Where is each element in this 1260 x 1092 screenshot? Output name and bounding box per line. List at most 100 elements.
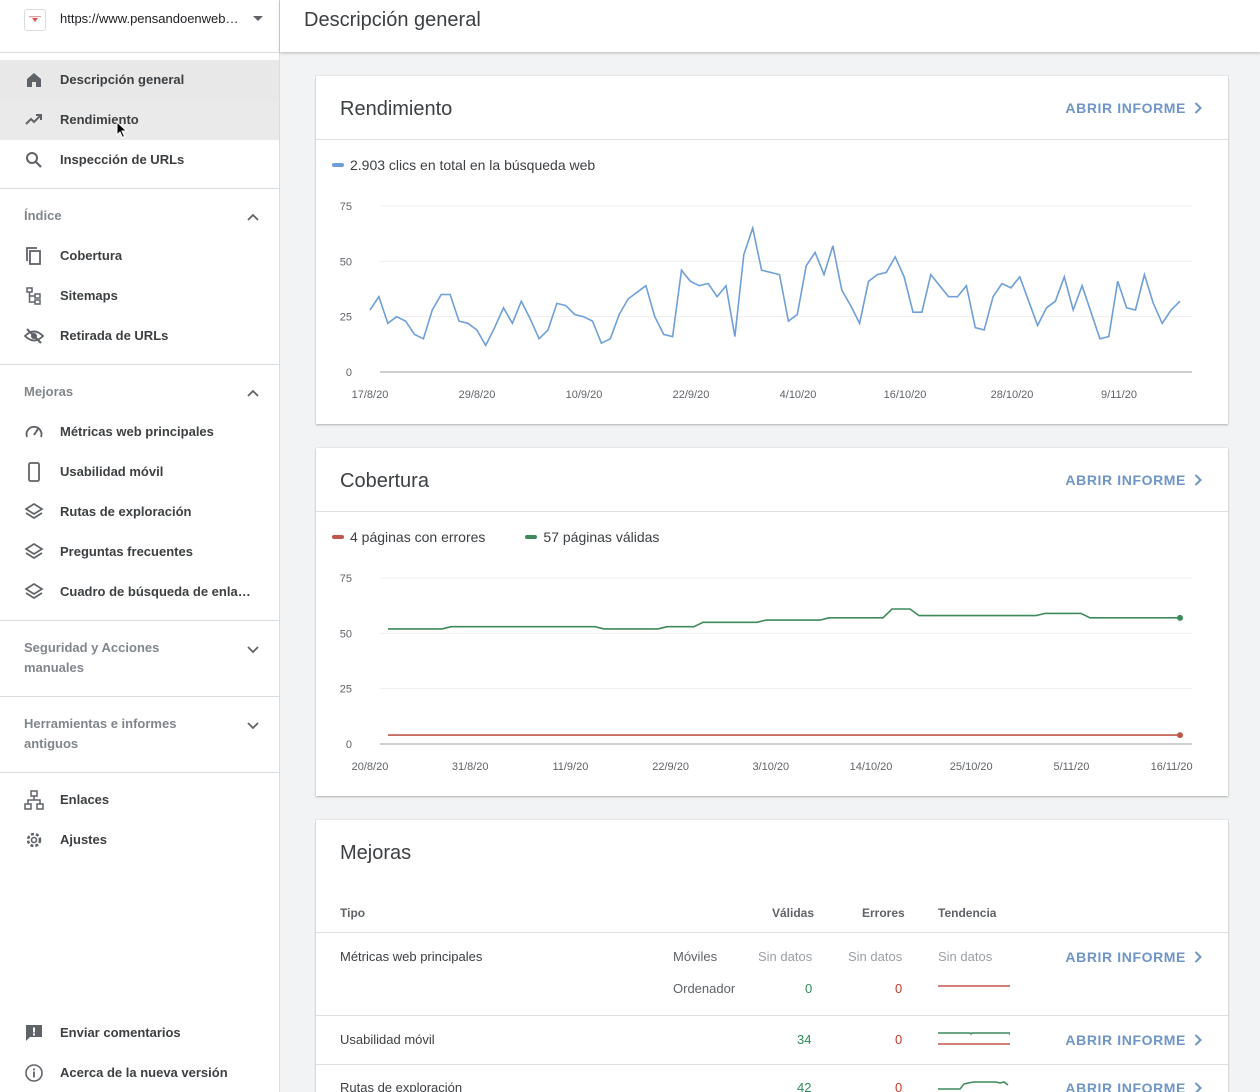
row-errors: 0 [895, 1080, 903, 1092]
trending-up-icon [25, 114, 42, 125]
column-header-type: Tipo [340, 906, 366, 920]
table-divider [316, 1064, 1228, 1065]
sidebar-item-core-web-vitals[interactable]: Métricas web principales [0, 412, 279, 452]
section-security-toggle[interactable]: Seguridad y Acciones manuales [0, 638, 279, 682]
sidebar-item-overview[interactable]: Descripción general [0, 60, 279, 100]
section-legacy-tools-toggle[interactable]: Herramientas e informes antiguos [0, 714, 279, 758]
y-tick-label: 75 [340, 201, 352, 213]
performance-card: Rendimiento ABRIR INFORME 2.903 clics en… [316, 76, 1228, 424]
x-tick-label: 11/9/20 [552, 761, 588, 773]
sidebar-item-links[interactable]: Enlaces [0, 780, 279, 820]
card-divider [316, 139, 1228, 140]
coverage-card: Cobertura ABRIR INFORME 4 páginas con er… [316, 448, 1228, 796]
section-security-label-line2: manuales [24, 660, 84, 675]
x-tick-label: 20/8/20 [352, 761, 389, 773]
sidebar-item-performance[interactable]: Rendimiento [0, 100, 279, 140]
series-line [369, 225, 1181, 348]
open-report-button[interactable]: ABRIR INFORME [1065, 1032, 1202, 1048]
open-report-label: ABRIR INFORME [1065, 100, 1186, 116]
row-valid: 0 [805, 981, 813, 996]
open-report-label: ABRIR INFORME [1065, 472, 1186, 488]
x-tick-label: 9/11/20 [1101, 389, 1137, 401]
sidebar-item-url-inspection[interactable]: Inspección de URLs [0, 140, 279, 180]
section-security-label-line1: Seguridad y Acciones [24, 640, 160, 655]
sidebar-item-label: Acerca de la nueva versión [60, 1065, 228, 1080]
legend-swatch [332, 163, 344, 167]
open-report-label: ABRIR INFORME [1065, 1032, 1186, 1048]
sidebar-item-about-new-version[interactable]: Acerca de la nueva versión [0, 1053, 279, 1092]
top-header: Descripción general [280, 0, 1260, 52]
chevron-right-icon [1194, 102, 1202, 114]
info-icon [25, 1064, 43, 1082]
property-selector[interactable]: https://www.pensandoenweb.es/ [0, 0, 279, 53]
sidebar-item-label: Ajustes [60, 832, 107, 847]
layers-icon [24, 542, 44, 560]
sidebar: https://www.pensandoenweb.es/ Descripció… [0, 0, 280, 1092]
trend-sparkline [938, 1032, 1010, 1045]
x-tick-label: 3/10/20 [752, 761, 789, 773]
sidebar-item-sitelinks-searchbox[interactable]: Cuadro de búsqueda de enlaces de sitio [0, 572, 279, 612]
sidebar-item-send-feedback[interactable]: Enviar comentarios [0, 1013, 279, 1053]
settings-icon [26, 832, 42, 848]
chevron-down-icon [247, 646, 259, 654]
sidebar-item-mobile-usability[interactable]: Usabilidad móvil [0, 452, 279, 492]
home-icon [27, 73, 41, 87]
layers-icon [24, 582, 44, 600]
row-device: Móviles [673, 949, 718, 964]
column-header-errors: Errores [862, 906, 905, 920]
section-improvements-toggle[interactable]: Mejoras [0, 382, 279, 404]
row-name: Usabilidad móvil [340, 1032, 435, 1047]
section-index-label: Índice [24, 208, 62, 223]
sidebar-item-label: Enviar comentarios [60, 1025, 181, 1040]
section-tools-label-line1: Herramientas e informes [24, 716, 177, 731]
sidebar-divider [0, 772, 279, 773]
open-report-button[interactable]: ABRIR INFORME [1065, 100, 1202, 116]
chevron-right-icon [1194, 474, 1202, 486]
legend-label: 57 páginas válidas [543, 529, 660, 545]
sidebar-item-label: Retirada de URLs [60, 328, 169, 343]
card-divider [316, 511, 1228, 512]
x-tick-label: 17/8/20 [352, 389, 389, 401]
sidebar-item-url-removal[interactable]: Retirada de URLs [0, 316, 279, 356]
open-report-button[interactable]: ABRIR INFORME [1065, 472, 1202, 488]
sidebar-item-label: Métricas web principales [60, 424, 214, 439]
x-tick-label: 10/9/20 [566, 389, 603, 401]
trend-sparkline [938, 985, 1010, 987]
y-tick-label: 25 [340, 312, 352, 324]
chevron-up-icon [247, 213, 259, 221]
sidebar-item-label: Usabilidad móvil [60, 464, 164, 479]
layers-icon [24, 502, 44, 520]
sidebar-item-label: Descripción general [60, 72, 185, 87]
chevron-down-icon [247, 722, 259, 730]
smartphone-icon [28, 462, 40, 482]
sidebar-item-coverage[interactable]: Cobertura [0, 236, 279, 276]
sidebar-item-label: Enlaces [60, 792, 110, 807]
sidebar-item-settings[interactable]: Ajustes [0, 820, 279, 860]
legend-item-errors: 4 páginas con errores [332, 529, 485, 545]
site-favicon-icon [24, 9, 46, 31]
sidebar-item-label: Cobertura [60, 248, 123, 263]
performance-chart: 0 25 50 75 17/8/20 29/8/20 10/9/20 22/9/20 4/10/… [340, 201, 1192, 401]
coverage-chart: 0 25 50 75 20/8/20 31/8/20 11/9/20 22/9/20 3/10/… [340, 573, 1193, 773]
x-tick-label: 25/10/20 [950, 761, 993, 773]
card-title: Rendimiento [340, 98, 453, 120]
sidebar-item-sitemaps[interactable]: Sitemaps [0, 276, 279, 316]
open-report-button[interactable]: ABRIR INFORME [1065, 949, 1202, 965]
sidebar-item-breadcrumbs[interactable]: Rutas de exploración [0, 492, 279, 532]
links-icon [24, 790, 44, 810]
sidebar-item-faq[interactable]: Preguntas frecuentes [0, 532, 279, 572]
sidebar-item-label: Sitemaps [60, 288, 118, 303]
card-title: Cobertura [340, 470, 429, 492]
table-divider [316, 1015, 1228, 1016]
visibility-off-icon [24, 328, 44, 344]
series-end-point [1177, 614, 1183, 621]
row-device: Ordenador [673, 981, 736, 996]
sidebar-divider [0, 620, 279, 621]
legend-item-clicks: 2.903 clics en total en la búsqueda web [332, 157, 595, 173]
y-tick-label: 0 [346, 367, 352, 379]
open-report-button[interactable]: ABRIR INFORME [1065, 1080, 1202, 1092]
sidebar-item-label: Cuadro de búsqueda de enlaces de sitio [60, 584, 252, 599]
chevron-right-icon [1194, 951, 1202, 963]
search-icon [26, 152, 42, 168]
section-index-toggle[interactable]: Índice [0, 206, 279, 228]
